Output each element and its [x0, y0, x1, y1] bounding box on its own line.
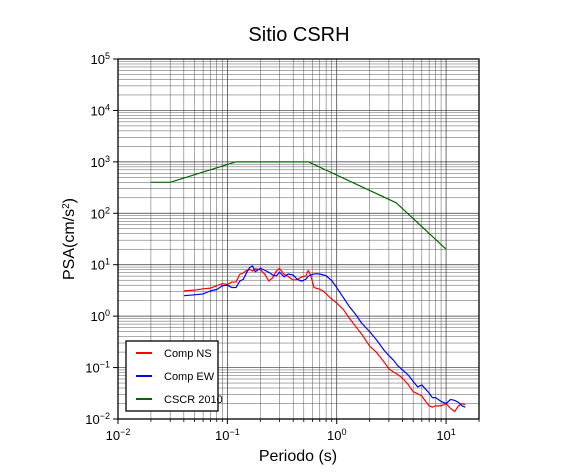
y-axis-label-close: ): [61, 198, 78, 203]
y-tick-label: 102: [91, 205, 110, 221]
y-axis-label-sup: 2: [61, 203, 72, 209]
tick-marks: [113, 58, 480, 424]
chart-title: Sitio CSRH: [248, 24, 349, 46]
series-line-cscr-2010: [150, 161, 447, 250]
series-line-comp-ns: [183, 267, 466, 413]
y-tick-label: 104: [91, 102, 110, 118]
x-axis-label: Periodo (s): [259, 448, 337, 465]
series-layer: [150, 161, 466, 413]
x-tick-label: 101: [436, 427, 455, 443]
y-axis-label: PSA(cm/s2): [61, 198, 79, 280]
y-axis-label-main: PSA(cm/s: [61, 209, 78, 280]
plot-frame: [117, 58, 480, 420]
y-tick-label: 103: [91, 154, 110, 170]
x-tick-label: 10−1: [215, 427, 240, 443]
y-tick-label: 100: [91, 308, 110, 324]
y-tick-label: 101: [91, 257, 110, 273]
series-line-comp-ew: [183, 265, 466, 408]
legend-label: CSCR 2010: [164, 394, 223, 406]
legend-label: Comp NS: [164, 348, 212, 360]
y-tick-label: 105: [91, 51, 110, 67]
x-tick-label: 10−2: [106, 427, 131, 443]
legend-label: Comp EW: [164, 371, 215, 383]
x-tick-label: 100: [327, 427, 346, 443]
legend: Comp NS Comp EW CSCR 2010: [125, 340, 223, 412]
x-tick-labels: 10−2 10−1 100 101: [106, 427, 456, 443]
y-tick-label: 10−1: [85, 360, 110, 376]
y-tick-labels: 10−2 10−1 100 101 102 103 104 105: [85, 51, 110, 427]
y-tick-label: 10−2: [85, 411, 110, 427]
